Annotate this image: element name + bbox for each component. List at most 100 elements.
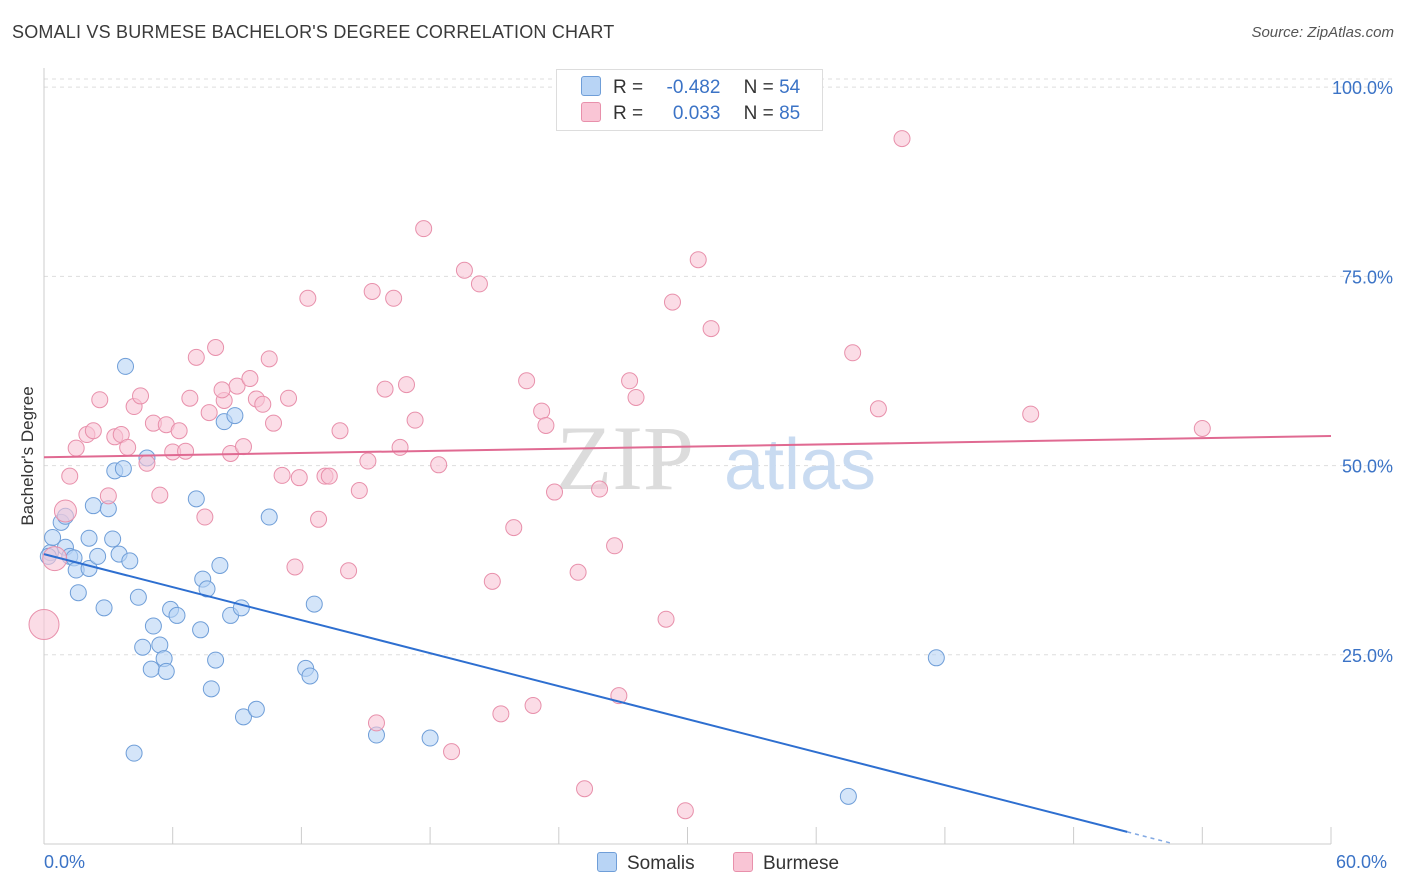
axes [43,68,1332,845]
burmese-point [213,381,231,399]
burmese-point [398,376,416,394]
burmese-point [84,422,102,440]
burmese-points [28,130,1211,820]
somalis-r-value: -0.482 [666,77,721,98]
somalis-swatch [581,76,601,96]
watermark-atlas: atlas [724,425,876,505]
burmese-point [367,714,385,732]
burmese-point [415,220,433,238]
burmese-point [273,466,291,484]
y-tick-label-100: 100.0% [1332,78,1393,98]
burmese-point [28,609,60,641]
y-tick-label-75: 75.0% [1342,267,1393,287]
somalis-point [839,787,857,805]
burmese-point [53,499,77,523]
somalis-n-label: N = [743,77,774,98]
burmese-point [187,348,205,366]
series-legend: Somalis Burmese [0,852,1406,878]
burmese-n-label: N = [743,103,774,124]
somalis-point [301,667,319,685]
burmese-point [676,802,694,820]
burmese-point [591,480,609,498]
somalis-trend-line [43,553,1128,833]
burmese-point [470,275,488,293]
somalis-point [95,599,113,617]
burmese-point [1193,419,1211,437]
somalis-points [39,357,945,805]
burmese-point [627,388,645,406]
burmese-legend-label: Burmese [763,853,840,874]
somalis-point [80,529,98,547]
burmese-point [340,562,358,580]
somalis-point [226,407,244,425]
burmese-point [483,572,501,590]
burmese-point [443,743,461,761]
somalis-point [117,357,135,375]
burmese-point [196,508,214,526]
legend-item-somalis: Somalis [597,852,695,875]
burmese-point [350,482,368,500]
y-tick-label-50: 50.0% [1342,457,1393,477]
burmese-point [286,558,304,576]
somalis-point [142,660,160,678]
somalis-point [421,729,439,747]
somalis-point [134,638,152,656]
y-tick-labels: 25.0% 50.0% 75.0% 100.0% [1332,78,1393,666]
burmese-swatch [581,102,601,122]
burmese-point [518,372,536,390]
burmese-point [689,251,707,269]
burmese-point [177,442,195,460]
somalis-legend-swatch [597,852,617,872]
burmese-point [524,696,542,714]
burmese-point [138,454,156,472]
burmese-point [200,404,218,422]
burmese-point [385,289,403,307]
somalis-point [157,662,175,680]
somalis-point [44,528,62,546]
burmese-point [430,456,448,474]
burmese-point [132,387,150,405]
burmese-point [391,438,409,456]
burmese-point [492,705,510,723]
burmese-point [363,282,381,300]
burmese-point [234,438,252,456]
somalis-trend-extension [1127,831,1171,844]
burmese-point [621,372,639,390]
burmese-point [406,411,424,429]
burmese-point [359,452,377,470]
watermark-zip: ZIP [556,407,694,509]
somalis-legend-label: Somalis [627,853,695,874]
burmese-point [606,537,624,555]
source-label: Source: ZipAtlas.com [1251,24,1394,41]
legend-item-burmese: Burmese [733,852,839,875]
burmese-point [1022,405,1040,423]
somalis-point [927,649,945,667]
burmese-point [331,422,349,440]
chart-title: SOMALI VS BURMESE BACHELOR'S DEGREE CORR… [12,22,615,42]
somalis-point [114,460,132,478]
burmese-point [663,293,681,311]
correlation-legend: R = -0.482 N = 54 R = 0.033 N = 85 [556,69,823,131]
burmese-point [657,610,675,628]
somalis-point [260,508,278,526]
burmese-point [254,395,272,413]
somalis-point [69,584,87,602]
trend-lines [43,435,1332,844]
burmese-n-value: 85 [779,103,801,124]
somalis-point [247,700,265,718]
burmese-legend-swatch [733,852,753,872]
burmese-point [505,519,523,537]
burmese-point [151,486,169,504]
somalis-point [168,606,186,624]
somalis-point [89,547,107,565]
burmese-point [290,469,308,487]
burmese-point [260,350,278,368]
burmese-r-value: 0.033 [672,103,721,124]
x-tick-min: 0.0% [44,852,86,872]
somalis-point [144,617,162,635]
somalis-point [129,588,147,606]
somalis-point [192,621,210,639]
somalis-point [187,490,205,508]
burmese-point [576,780,594,798]
